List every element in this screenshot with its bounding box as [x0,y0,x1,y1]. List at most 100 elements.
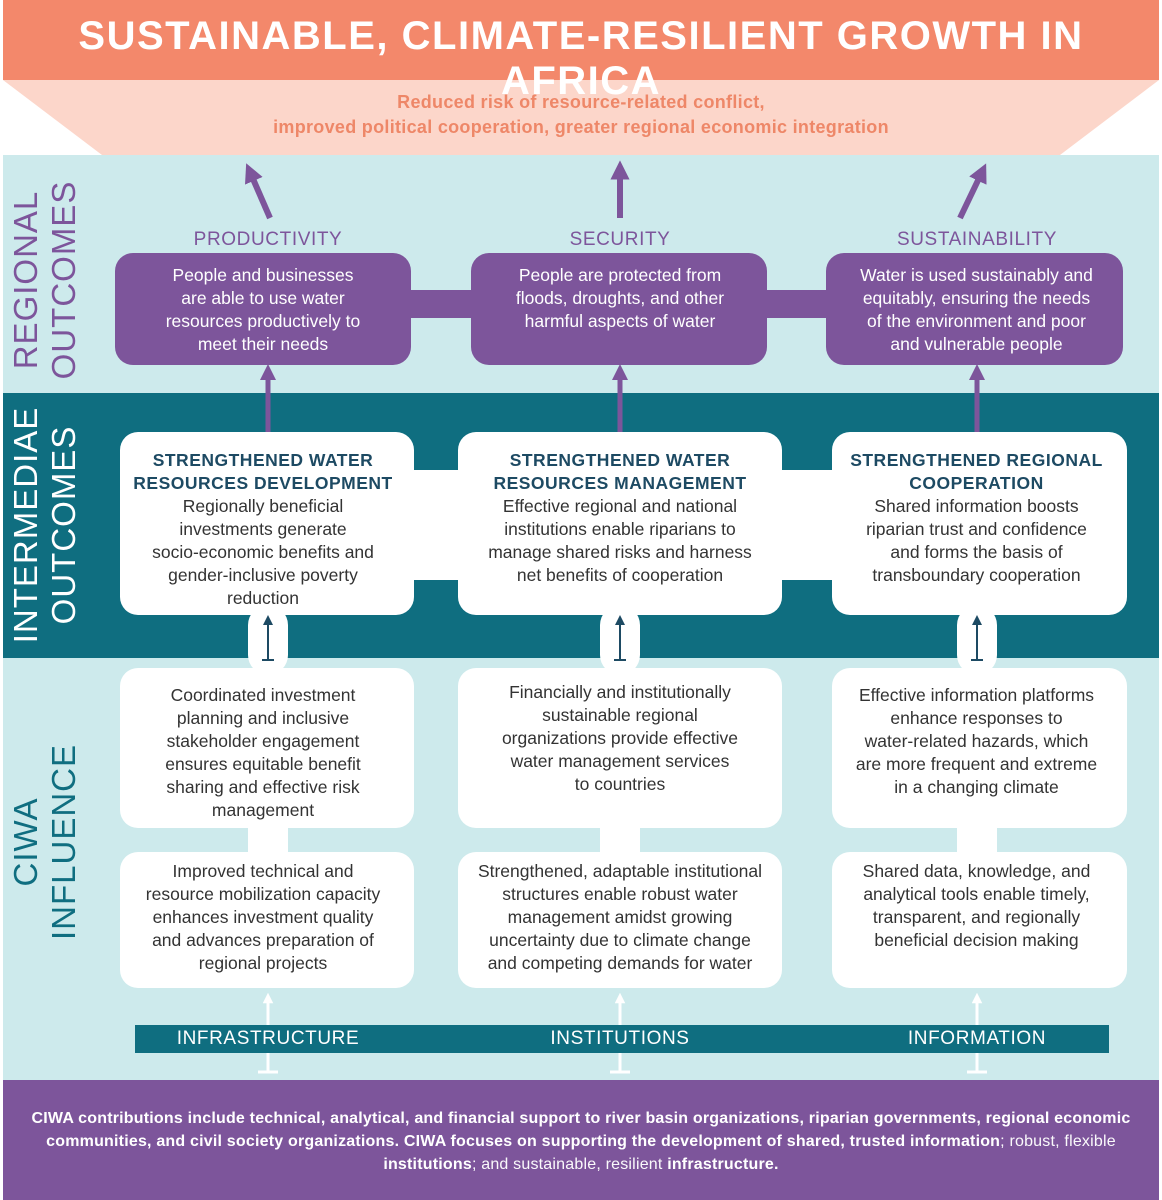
text-line: of the environment and poor [867,311,1086,331]
text-line: reduction [227,588,299,608]
footer-text: CIWA contributions include technical, an… [30,1107,1132,1176]
regional-heading: SUSTAINABILITY [896,229,1058,250]
regional-text: People and businesses are able to use wat… [115,264,411,356]
text-line: Improved technical and [172,861,354,881]
influence-text: Strengthened, adaptable institutional str… [458,860,782,975]
intermediate-title: STRENGTHENED REGIONAL COOPERATION [826,449,1127,495]
intermediate-label: INTERMEDIAE OUTCOMES [7,407,83,644]
text-line: are able to use water [181,288,345,308]
text-line: riparian trust and confidence [866,519,1087,539]
footer-segment: infrastructure [667,1156,775,1173]
text-line: STRENGTHENED WATER [152,450,374,470]
text-line: COOPERATION [909,473,1044,493]
text-line: water management services [510,751,730,771]
text-line: uncertainty due to climate change [489,930,751,950]
text-line: enhances investment quality [152,907,374,927]
text-line: sharing and effective risk [166,777,360,797]
influence-text: Effective information platforms enhance r… [826,684,1127,799]
text-line: Water is used sustainably and [860,265,1093,285]
text-line: Effective information platforms [858,685,1095,705]
text-line: Regionally beneficial [182,496,344,516]
text-line: transparent, and regionally [872,907,1081,927]
text-line: People are protected from [518,265,722,285]
footer-segment: . [774,1156,779,1173]
text-line: analytical tools enable timely, [863,884,1090,904]
text-line: manage shared risks and harness [488,542,752,562]
text-line: RESOURCES DEVELOPMENT [133,473,393,493]
text-line: enhance responses to [890,708,1063,728]
footer-bar [3,1080,1159,1200]
text-line: gender-inclusive poverty [168,565,358,585]
text-line: transboundary cooperation [872,565,1081,585]
text-line: improved political cooperation, greater … [273,117,889,137]
text-line: in a changing climate [894,777,1059,797]
text-line: floods, droughts, and other [515,288,725,308]
text-line: sustainable regional [542,705,698,725]
intermediate-text: Shared information boosts riparian trust … [826,495,1127,587]
intermediate-title: STRENGTHENED WATER RESOURCES DEVELOPMENT [115,449,411,495]
top-arrows [245,160,987,220]
text-line: socio-economic benefits and [152,542,374,562]
text-line: INTERMEDIAE [7,406,44,644]
text-line: RESOURCES MANAGEMENT [493,473,747,493]
text-line: and vulnerable people [890,334,1063,354]
text-line: investments generate [179,519,347,539]
text-line: harmful aspects of water [524,311,716,331]
text-line: beneficial decision making [874,930,1079,950]
text-line: resource mobilization capacity [145,884,381,904]
text-line: REGIONAL [7,190,44,370]
text-line: Effective regional and national [502,496,738,516]
goal-trapezoid [3,80,1159,155]
text-line: stakeholder engagement [166,731,360,751]
footer-segment: ; robust, flexible [1000,1133,1116,1150]
text-line: People and businesses [172,265,354,285]
text-line: to countries [574,774,666,794]
text-line: resources productively to [165,311,361,331]
text-line: and advances preparation of [152,930,374,950]
text-line: Shared information boosts [874,496,1079,516]
footer-segment: information [909,1133,1001,1150]
text-line: Reduced risk of resource-related conflic… [397,92,765,112]
regional-label: REGIONAL OUTCOMES [7,181,83,380]
text-line: management amidst growing [507,907,733,927]
text-line: Financially and institutionally [509,682,731,702]
text-line: INFLUENCE [45,743,82,941]
small-arrows [262,615,983,661]
text-line: OUTCOMES [45,425,82,625]
pillar-label: INFORMATION [907,1028,1047,1049]
text-line: OUTCOMES [45,180,82,380]
text-line: are more frequent and extreme [855,754,1098,774]
text-line: structures enable robust water [502,884,738,904]
text-line: management [211,800,315,820]
white-boxes [120,432,1127,988]
goal-text: Reduced risk of resource-related conflic… [0,90,1162,140]
influence-text: Improved technical and resource mobilizat… [115,860,411,975]
title: SUSTAINABLE, CLIMATE-RESILIENT GROWTH IN… [78,14,1084,103]
pillar-bar [135,1025,1109,1053]
intermediate-title: STRENGTHENED WATER RESOURCES MANAGEMENT [458,449,782,495]
footer-segment: institutions [383,1156,472,1173]
text-line: and competing demands for water [487,953,753,973]
influence-text: Coordinated investment planning and inclu… [115,684,411,822]
text-line: regional projects [198,953,328,973]
regional-boxes [115,253,1123,365]
text-line: Shared data, knowledge, and [862,861,1091,881]
footer-segment: CIWA contributions include technical, an… [31,1110,1131,1150]
pillar-label: INFRASTRUCTURE [176,1028,360,1049]
text-line: water-related hazards, which [864,731,1089,751]
regional-heading: SECURITY [569,229,671,250]
header-bar [3,0,1159,80]
regional-text: People are protected from floods, drought… [458,264,782,333]
footer-segment: ; and sustainable, resilient [471,1156,668,1173]
influence-text: Financially and institutionally sustainab… [458,681,782,796]
text-line: net benefits of cooperation [516,565,724,585]
text-line: STRENGTHENED WATER [509,450,731,470]
intermediate-text: Effective regional and national instituti… [458,495,782,587]
text-line: equitably, ensuring the needs [862,288,1091,308]
pillar-label: INSTITUTIONS [550,1028,690,1049]
text-line: institutions enable riparians to [504,519,736,539]
text-line: STRENGTHENED REGIONAL [850,450,1103,470]
text-line: Strengthened, adaptable institutional [477,861,763,881]
